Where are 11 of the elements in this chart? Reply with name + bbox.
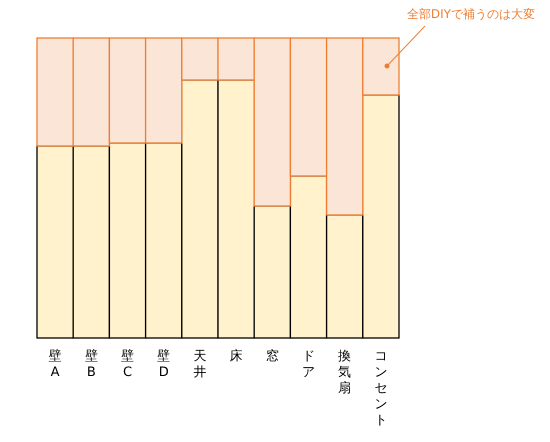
x-tick-label: 壁C bbox=[121, 349, 134, 380]
x-tick-label: 壁B bbox=[84, 349, 98, 380]
text: 全部DIYで補うのは大変 bbox=[406, 7, 535, 21]
x-tick-label: 壁D bbox=[157, 349, 170, 380]
x-tick-label: ドア bbox=[302, 349, 315, 380]
x-tick-label: 換気扇 bbox=[338, 349, 352, 396]
x-tick-label: 窓 bbox=[266, 348, 279, 364]
x-tick-label: 天井 bbox=[193, 349, 206, 380]
x-tick-label: 壁A bbox=[48, 349, 62, 380]
x-tick-label: コンセント bbox=[374, 349, 388, 428]
x-tick-label: 床 bbox=[230, 349, 243, 364]
